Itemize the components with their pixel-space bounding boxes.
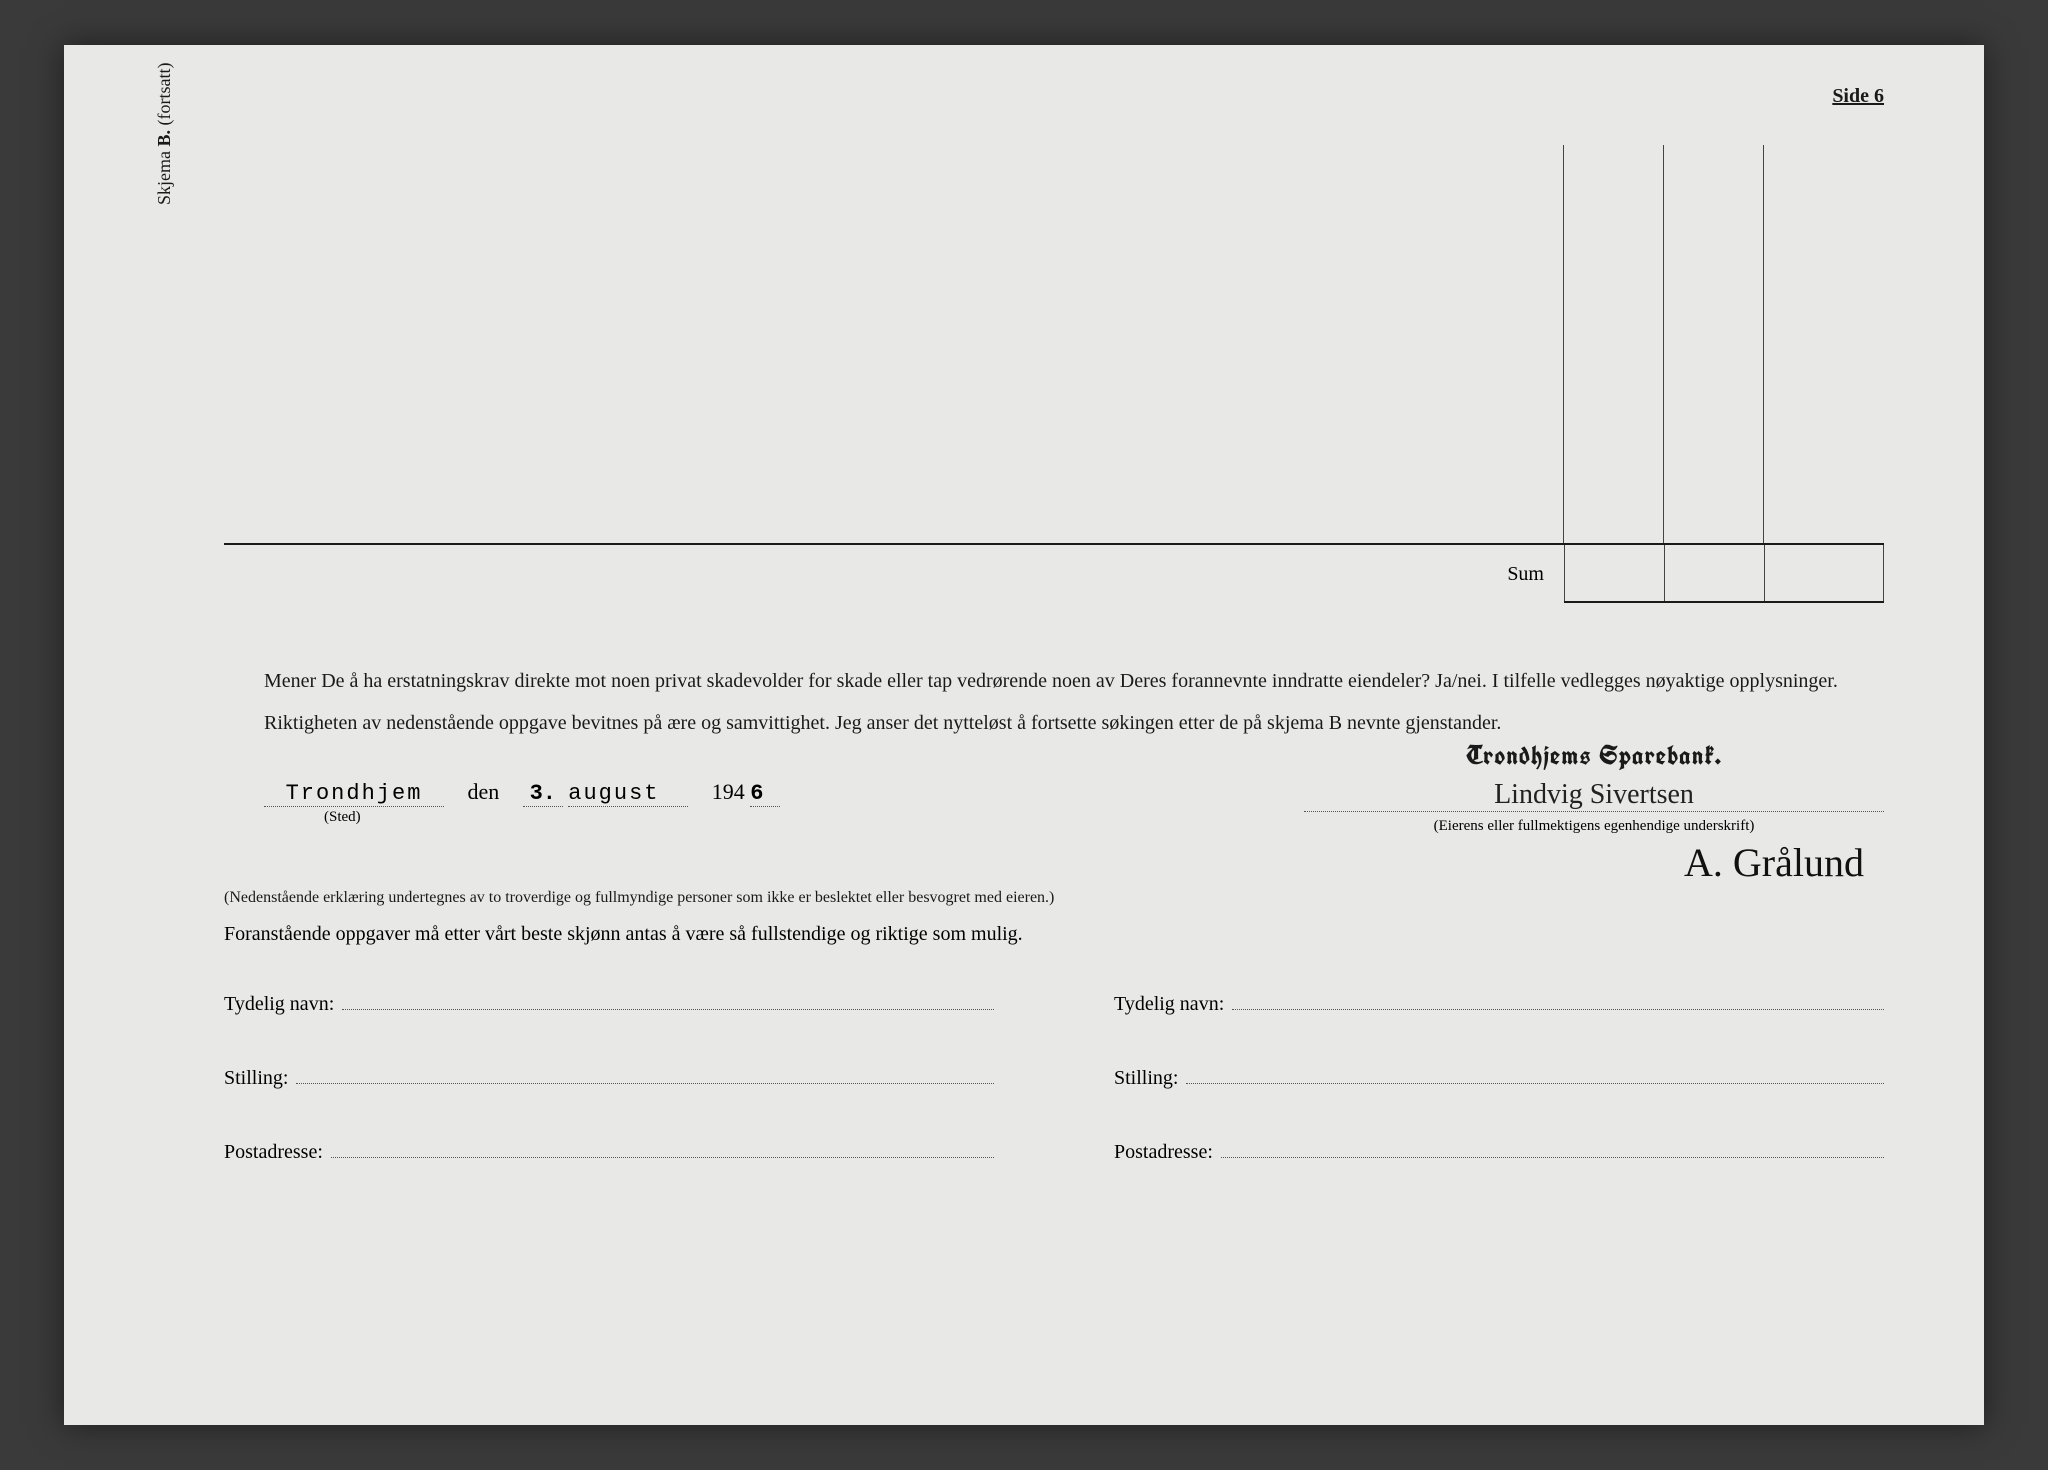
witness-column-2: Tydelig navn: Stilling: Postadresse:	[1114, 986, 1884, 1208]
signature-2: A. Grålund	[1304, 839, 1884, 886]
year-fill: 6	[750, 781, 780, 807]
witness-position-label: Stilling:	[224, 1067, 288, 1090]
witness-position-label: Stilling:	[1114, 1067, 1178, 1090]
place-caption: (Sted)	[324, 809, 361, 826]
witness-position-field: Stilling:	[1114, 1060, 1884, 1090]
witness-name-fill	[342, 986, 994, 1010]
vertical-label-bold: B.	[154, 130, 174, 147]
date-fill: Trondhjem (Sted) den 3. august 194 6	[264, 779, 780, 807]
witness-name-label: Tydelig navn:	[224, 993, 334, 1016]
month-value: august	[568, 781, 688, 807]
signature-area: Trondhjems Sparebank. Lindvig Sivertsen …	[1304, 739, 1884, 886]
table-column-divider	[1663, 145, 1664, 543]
witness-address-field: Postadresse:	[1114, 1134, 1884, 1164]
witness-address-field: Postadresse:	[224, 1134, 994, 1164]
witness-column-1: Tydelig navn: Stilling: Postadresse:	[224, 986, 994, 1208]
sum-row: Sum	[224, 545, 1884, 605]
body-text: Mener De å ha erstatningskrav direkte mo…	[224, 665, 1884, 739]
table-area	[224, 145, 1884, 545]
sum-box	[1564, 545, 1884, 603]
witness-name-field: Tydelig navn:	[224, 986, 994, 1016]
witness-name-fill	[1232, 986, 1884, 1010]
witness-note: (Nedenstående erklæring undertegnes av t…	[224, 889, 1884, 907]
witness-address-label: Postadresse:	[1114, 1141, 1213, 1164]
signature-1: Lindvig Sivertsen	[1304, 779, 1884, 812]
year-prefix: 194	[712, 779, 745, 804]
den-label: den	[468, 779, 500, 804]
sum-column-divider	[1664, 545, 1665, 601]
document-page: Side 6 Skjema B. (fortsatt) Sum Mener De…	[64, 45, 1984, 1425]
table-column-divider	[1763, 145, 1764, 543]
sum-column-divider	[1564, 545, 1565, 601]
place-value: Trondhjem	[264, 781, 444, 807]
vertical-label-prefix: Skjema	[154, 147, 174, 206]
witness-address-label: Postadresse:	[224, 1141, 323, 1164]
sum-label: Sum	[1507, 563, 1544, 586]
signature-caption: (Eierens eller fullmektigens egenhendige…	[1304, 818, 1884, 835]
date-signature-row: Trondhjem (Sted) den 3. august 194 6 Tro…	[224, 779, 1884, 869]
witness-address-fill	[331, 1134, 994, 1158]
witness-name-label: Tydelig navn:	[1114, 993, 1224, 1016]
bank-stamp: Trondhjems Sparebank.	[1304, 739, 1884, 773]
paragraph-1: Mener De å ha erstatningskrav direkte mo…	[224, 665, 1884, 697]
witness-position-field: Stilling:	[224, 1060, 994, 1090]
sum-column-divider	[1883, 545, 1884, 601]
vertical-label-suffix: (fortsatt)	[154, 63, 174, 130]
witness-address-fill	[1221, 1134, 1884, 1158]
witness-position-fill	[1186, 1060, 1884, 1084]
table-column-divider	[1563, 145, 1564, 543]
sum-column-divider	[1764, 545, 1765, 601]
witness-position-fill	[296, 1060, 994, 1084]
day-value: 3.	[523, 781, 563, 807]
declaration-text: Foranstående oppgaver må etter vårt best…	[224, 923, 1884, 946]
paragraph-2: Riktigheten av nedenstående oppgave bevi…	[224, 707, 1884, 739]
witness-row: Tydelig navn: Stilling: Postadresse: Tyd…	[224, 986, 1884, 1208]
page-number: Side 6	[1832, 85, 1884, 108]
witness-name-field: Tydelig navn:	[1114, 986, 1884, 1016]
form-vertical-label: Skjema B. (fortsatt)	[154, 63, 175, 206]
